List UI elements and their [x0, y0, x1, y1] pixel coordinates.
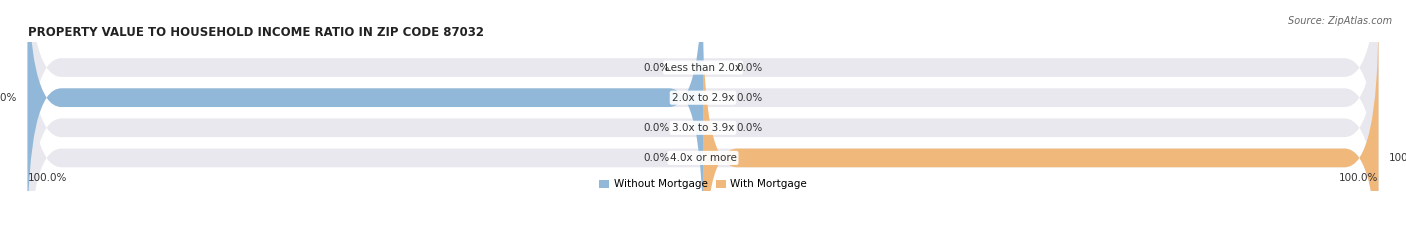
Text: 0.0%: 0.0%	[737, 123, 763, 133]
Text: 2.0x to 2.9x: 2.0x to 2.9x	[672, 93, 734, 103]
Text: 100.0%: 100.0%	[1389, 153, 1406, 163]
Text: Less than 2.0x: Less than 2.0x	[665, 62, 741, 72]
Text: 3.0x to 3.9x: 3.0x to 3.9x	[672, 123, 734, 133]
FancyBboxPatch shape	[703, 17, 1378, 233]
Text: 0.0%: 0.0%	[737, 93, 763, 103]
Text: 0.0%: 0.0%	[643, 153, 669, 163]
Text: 100.0%: 100.0%	[28, 172, 67, 182]
Text: 0.0%: 0.0%	[643, 62, 669, 72]
Text: 100.0%: 100.0%	[1339, 172, 1378, 182]
Text: 0.0%: 0.0%	[643, 123, 669, 133]
Text: PROPERTY VALUE TO HOUSEHOLD INCOME RATIO IN ZIP CODE 87032: PROPERTY VALUE TO HOUSEHOLD INCOME RATIO…	[28, 26, 484, 39]
Text: Source: ZipAtlas.com: Source: ZipAtlas.com	[1288, 16, 1392, 26]
FancyBboxPatch shape	[28, 0, 703, 233]
Text: 0.0%: 0.0%	[737, 62, 763, 72]
Text: 100.0%: 100.0%	[0, 93, 17, 103]
FancyBboxPatch shape	[28, 0, 1378, 209]
FancyBboxPatch shape	[28, 0, 1378, 233]
FancyBboxPatch shape	[28, 17, 1378, 233]
Text: 4.0x or more: 4.0x or more	[669, 153, 737, 163]
Legend: Without Mortgage, With Mortgage: Without Mortgage, With Mortgage	[595, 175, 811, 193]
FancyBboxPatch shape	[28, 0, 1378, 233]
